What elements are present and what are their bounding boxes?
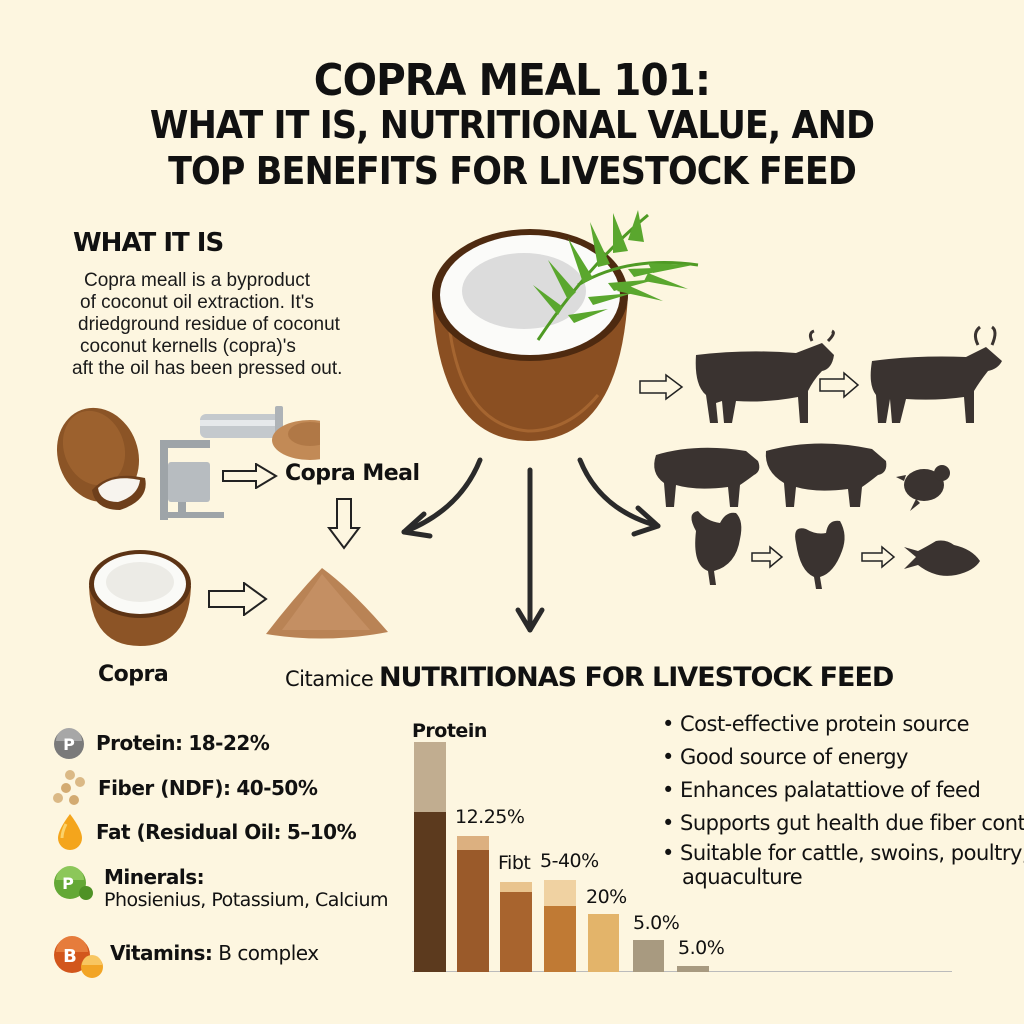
bar-label: 5.0% [678,937,725,959]
bar-protein [414,742,446,972]
minerals-icon: P [54,866,93,900]
title-line-1: COPRA MEAL 101: [313,55,711,106]
what-it-is-description: Copra meall is a byproduct of coconut oi… [72,270,416,380]
bar-label: 5-40% [540,850,599,872]
benefit-item: Cost-effective protein source [662,708,1024,741]
arrow-down-icon [327,498,361,550]
benefit-item: Suitable for cattle, swoins, poultry, [662,840,1024,866]
bar [633,940,664,972]
vitamins-icon: B [54,936,103,978]
description-line: aft the oil has been pressed out. [72,358,343,379]
bar [544,880,576,972]
arrow-right-icon [819,371,860,399]
what-it-is-heading: WHAT IT IS [73,228,224,258]
bar [500,882,532,972]
pig-icon [654,447,760,507]
arrow-right-icon [208,582,268,616]
bar [588,914,619,972]
bar-label: 5.0% [633,912,680,934]
heading-title: NUTRITIONAS FOR LIVESTOCK FEED [378,662,894,693]
nutrient-minerals: P Minerals: Phosienius, Potassium, Calci… [52,865,389,911]
arrow-right-icon [751,545,784,569]
nutrient-protein: P Protein: 18-22% [52,727,270,761]
flow-arrows [401,457,661,633]
bar-label: Fibt [498,852,531,874]
bar-label: 12.25% [455,806,525,828]
chicken-icon [691,511,742,585]
bar-label: 20% [586,886,627,908]
description-line: coconut kernells (copra)'s [80,336,296,357]
description-line: driedground residue of coconut [78,314,340,335]
title-line-3: TOP BENEFITS FOR LIVESTOCK FEED [168,149,857,193]
benefits-list: Cost-effective protein source Good sourc… [662,708,1024,888]
nutrition-section-heading: Citamice NUTRITIONAS FOR LIVESTOCK FEED [285,662,894,693]
coconut-palm-illustration [432,210,699,441]
benefit-item: Enhances palatattiove of feed [662,774,1024,807]
nutrient-vitamins: B Vitamins: B complex [52,935,319,981]
title-line-2: WHAT IT IS, NUTRITIONAL VALUE, AND [149,103,875,147]
svg-text:B: B [63,946,77,967]
curved-arrow-right-icon [577,457,661,529]
livestock-illustrations [639,325,1002,589]
copra-half-coconut-illustration [89,550,191,646]
oil-drop-icon [58,814,82,850]
turtle-icon [896,465,950,511]
bar [677,966,709,972]
copra-meal-pile-illustration [266,568,388,639]
copra-meal-label: Copra Meal [285,461,420,486]
nutrient-fiber: Fiber (NDF): 40-50% [52,768,318,808]
benefit-item: Supports gut health due fiber conto [662,807,1024,840]
description-line: Copra meall is a byproduct [84,270,310,291]
fish-icon [904,540,980,576]
chicken-icon [795,520,845,589]
bar-label: Protein [412,720,487,742]
arrow-right-icon [639,373,684,401]
nutrition-bar-chart [412,740,952,972]
copra-label: Copra [98,662,169,687]
pig-icon [765,443,887,507]
benefit-item: Good source of energy [662,741,1024,774]
svg-text:P: P [63,735,75,754]
description-line: of coconut oil extraction. It's [80,292,314,313]
arrow-right-icon [222,463,278,489]
arrow-right-icon [861,545,896,569]
coconut-press-illustration [56,406,320,520]
curved-arrow-left-icon [401,457,483,535]
svg-text:P: P [62,874,74,893]
nutrient-fat: Fat (Residual Oil: 5–10% [52,812,357,852]
deer-icon [870,325,1002,423]
fiber-icon [53,770,85,805]
cow-icon [695,329,835,423]
benefit-item-continuation: aquaculture [682,865,803,889]
heading-prefix: Citamice [285,667,374,691]
bar [457,836,489,972]
protein-icon: P [54,728,84,759]
